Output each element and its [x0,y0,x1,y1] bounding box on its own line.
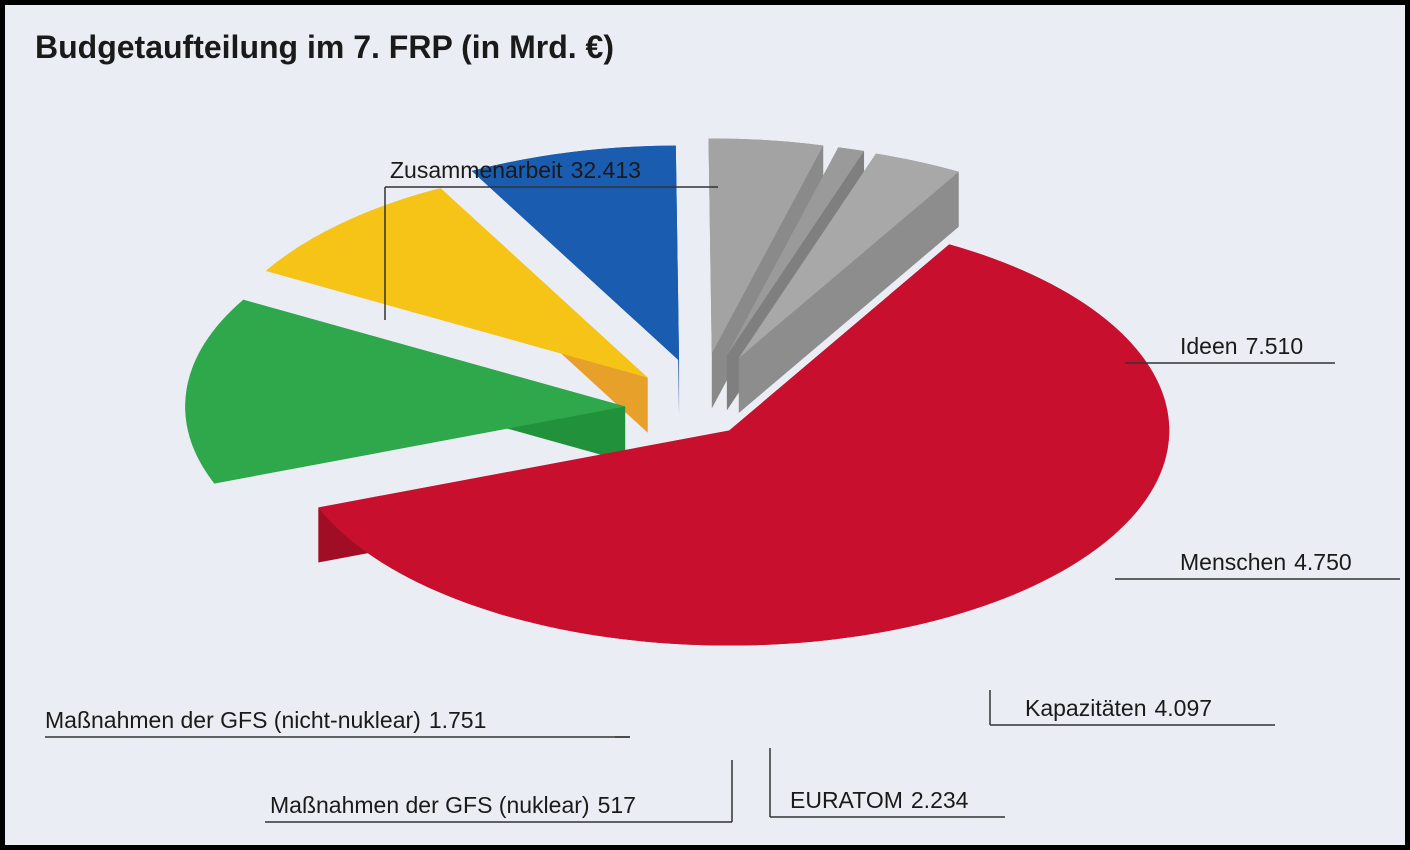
slice [318,244,1170,646]
slice-label: Menschen 4.750 [1180,549,1352,575]
slice-label: Ideen 7.510 [1180,333,1303,359]
category-name: Ideen [1180,333,1238,359]
value-label: 7.510 [1246,333,1304,359]
slice [265,188,648,378]
category-name: Menschen [1180,549,1286,575]
slice [726,147,865,356]
slice [185,299,626,484]
value-label: 2.234 [911,787,969,813]
labels: Zusammenarbeit 32.413 Ideen 7.510 Menschen 4.… [45,157,1400,823]
category-name: Maßnahmen der GFS (nicht-nuklear) [45,707,421,733]
slice [471,145,680,361]
slice-label: EURATOM 2.234 [790,787,969,813]
slice [708,138,824,354]
value-label: 1.751 [429,707,487,733]
slice [738,153,959,358]
category-name: Maßnahmen der GFS (nuklear) [270,792,590,818]
value-label: 4.750 [1294,549,1352,575]
chart-title: Budgetaufteilung im 7. FRP (in Mrd. €) [35,29,614,65]
slice-label: Maßnahmen der GFS (nicht-nuklear) 1.751 [45,707,486,733]
slice-label: Maßnahmen der GFS (nuklear) 517 [270,792,636,818]
slice-side [738,153,959,413]
category-name: EURATOM [790,787,903,813]
category-name: Kapazitäten [1025,695,1146,721]
category-name: Zusammenarbeit [390,157,563,183]
slice-label: Kapazitäten 4.097 [1025,695,1212,721]
value-label: 517 [598,792,636,818]
value-label: 32.413 [571,157,641,183]
slice-label: Zusammenarbeit 32.413 [390,157,641,183]
pie [185,138,1170,701]
value-label: 4.097 [1154,695,1212,721]
